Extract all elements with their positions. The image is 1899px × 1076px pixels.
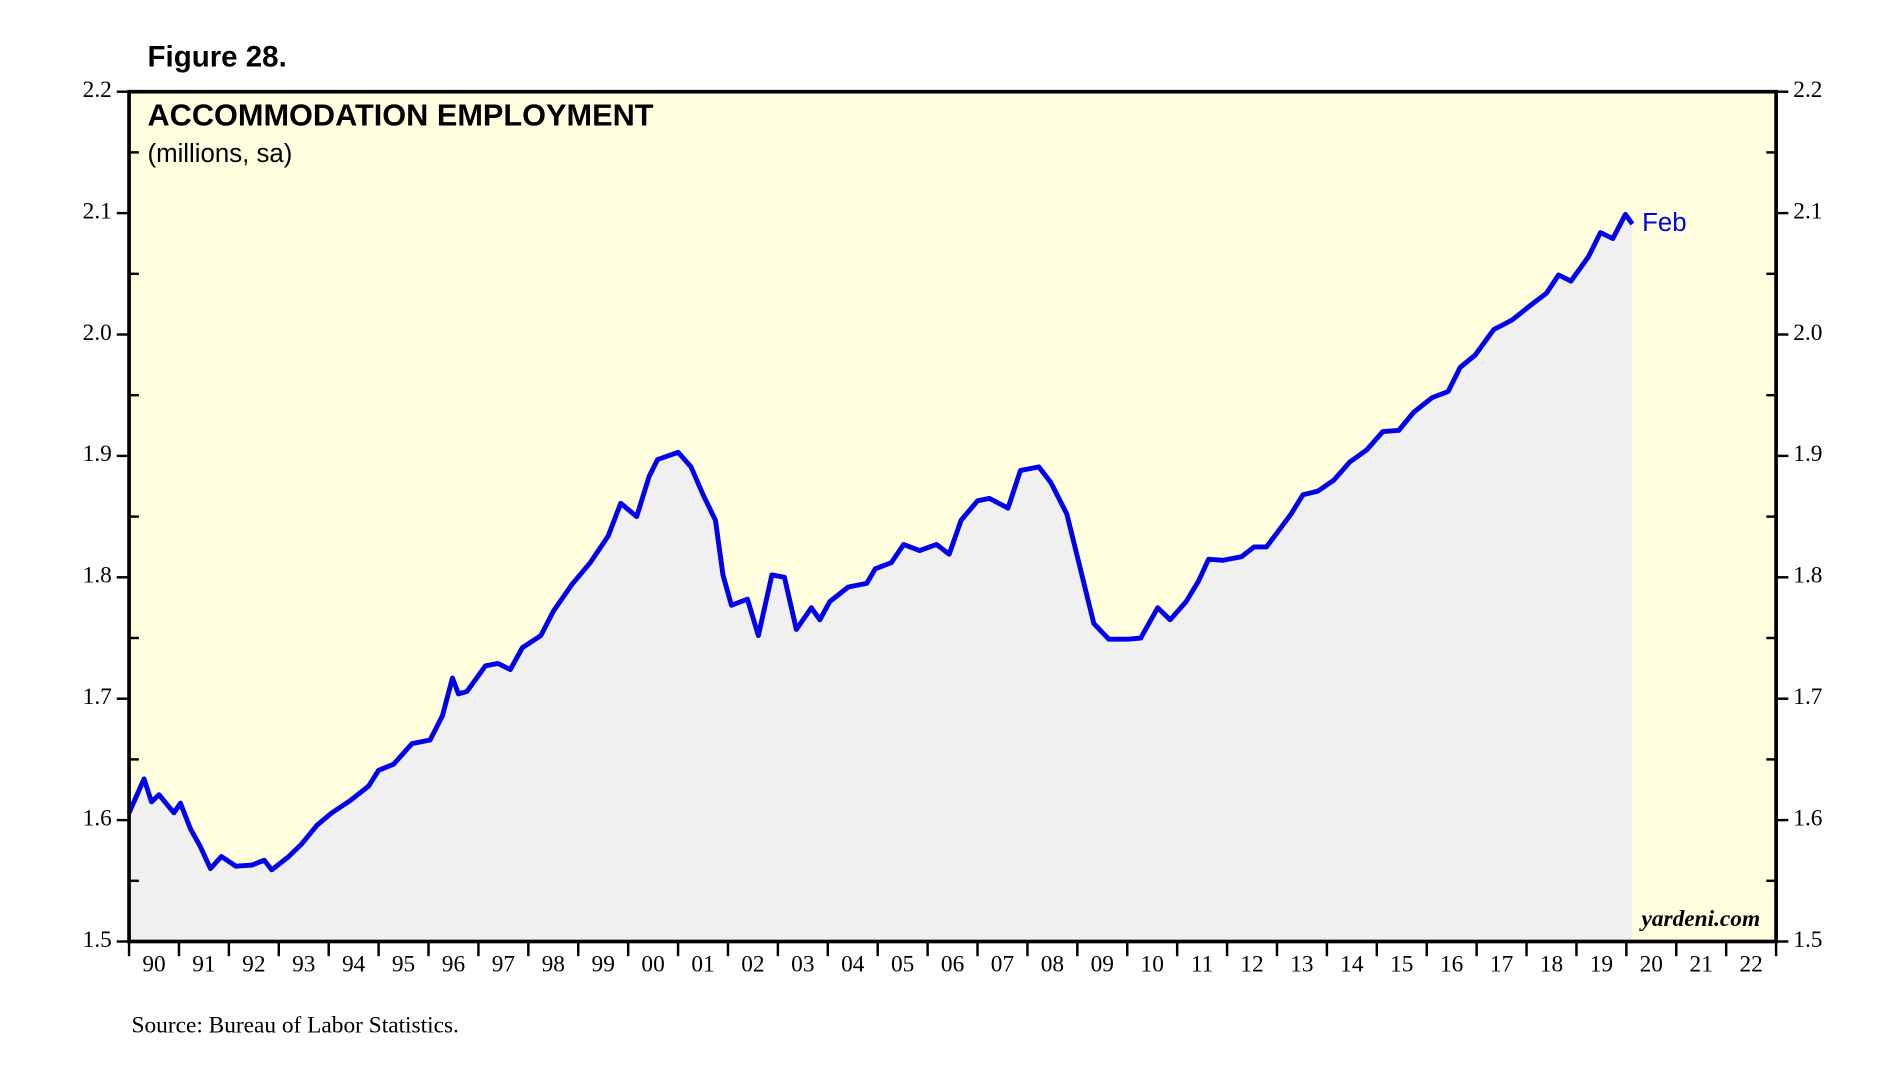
plot-area: Feb xyxy=(126,209,1687,942)
x-tick-label: 11 xyxy=(1191,951,1213,977)
y-tick-label: 1.5 xyxy=(83,927,112,953)
x-tick-label: 08 xyxy=(1041,951,1064,977)
y-tick-label: 1.6 xyxy=(83,805,112,831)
x-tick-label: 19 xyxy=(1590,951,1613,977)
y2-tick-label: 2.1 xyxy=(1793,198,1822,224)
y2-tick-label: 1.8 xyxy=(1793,563,1822,589)
chart-title: ACCOMMODATION EMPLOYMENT xyxy=(147,99,653,133)
x-tick-label: 09 xyxy=(1091,951,1114,977)
y-tick-label: 2.0 xyxy=(83,320,112,346)
x-tick-label: 12 xyxy=(1240,951,1263,977)
y-tick-label: 2.1 xyxy=(83,198,112,224)
x-tick-label: 95 xyxy=(392,951,415,977)
area xyxy=(129,214,1633,942)
x-tick-label: 92 xyxy=(242,951,265,977)
y2-tick-label: 1.6 xyxy=(1793,805,1822,831)
chart-subtitle: (millions, sa) xyxy=(147,140,292,168)
y2-tick-label: 1.7 xyxy=(1793,684,1822,710)
y2-tick-label: 2.2 xyxy=(1793,77,1822,103)
x-tick-label: 04 xyxy=(841,951,865,977)
x-tick-label: 16 xyxy=(1440,951,1463,977)
x-tick-label: 91 xyxy=(192,951,215,977)
y-tick-label: 2.2 xyxy=(83,77,112,103)
x-tick-label: 07 xyxy=(991,951,1014,977)
figure-label: Figure 28. xyxy=(147,41,286,74)
x-tick-label: 93 xyxy=(292,951,315,977)
y2-tick-label: 1.9 xyxy=(1793,441,1822,467)
y-tick-label: 1.7 xyxy=(83,684,112,710)
x-tick-label: 06 xyxy=(941,951,964,977)
x-tick-label: 90 xyxy=(142,951,165,977)
x-tick-label: 15 xyxy=(1390,951,1413,977)
x-tick-label: 96 xyxy=(442,951,465,977)
x-tick-label: 13 xyxy=(1290,951,1313,977)
x-tick-label: 94 xyxy=(342,951,366,977)
y-tick-label: 1.9 xyxy=(83,441,112,467)
x-tick-label: 18 xyxy=(1540,951,1563,977)
x-tick-label: 98 xyxy=(542,951,565,977)
x-tick-label: 17 xyxy=(1490,951,1513,977)
annotation: Feb xyxy=(1642,209,1686,237)
watermark: yardeni.com xyxy=(1638,906,1760,932)
x-tick-label: 10 xyxy=(1141,951,1164,977)
x-tick-label: 03 xyxy=(791,951,814,977)
source-note: Source: Bureau of Labor Statistics. xyxy=(132,1012,459,1038)
x-tick-label: 22 xyxy=(1739,951,1762,977)
line xyxy=(126,211,1635,873)
x-tick-label: 20 xyxy=(1640,951,1663,977)
y2-tick-label: 2.0 xyxy=(1793,320,1822,346)
x-tick-label: 00 xyxy=(641,951,664,977)
x-tick-label: 01 xyxy=(691,951,714,977)
x-tick-label: 14 xyxy=(1340,951,1364,977)
x-tick-label: 97 xyxy=(492,951,515,977)
y-tick-label: 1.8 xyxy=(83,563,112,589)
x-tick-label: 99 xyxy=(592,951,615,977)
y2-tick-label: 1.5 xyxy=(1793,927,1822,953)
x-tick-label: 21 xyxy=(1690,951,1713,977)
x-tick-label: 05 xyxy=(891,951,914,977)
x-tick-label: 02 xyxy=(741,951,764,977)
